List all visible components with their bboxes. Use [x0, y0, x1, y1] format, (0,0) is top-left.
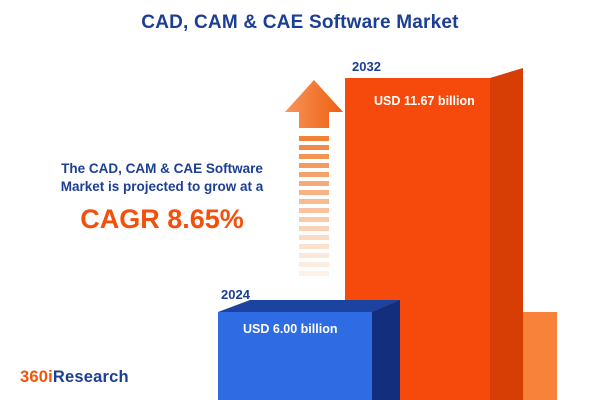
growth-arrow-head-icon: [285, 80, 343, 128]
growth-arrow-tail-stripes: [299, 136, 329, 276]
bar-2024-side: [372, 300, 400, 400]
page-title: CAD, CAM & CAE Software Market: [141, 12, 459, 33]
cagr-value: CAGR 8.65%: [80, 204, 244, 235]
logo: 360iResearch: [20, 368, 129, 387]
label-value-2024: USD 6.00 billion: [243, 322, 338, 336]
label-year-2024: 2024: [221, 287, 250, 302]
bar-2024-front: [218, 312, 372, 400]
logo-suffix: Research: [52, 368, 129, 386]
label-year-2032: 2032: [352, 59, 381, 74]
annotation-line2: Market is projected to grow at a: [60, 179, 264, 195]
logo-prefix: 360i: [20, 368, 53, 386]
bar-2032-side-dark: [490, 68, 523, 400]
annotation-line1: The CAD, CAM & CAE Software: [61, 161, 263, 176]
label-value-2032: USD 11.67 billion: [374, 94, 475, 108]
bar-2024-top: [218, 300, 400, 312]
growth-annotation: The CAD, CAM & CAE Software Market is pr…: [28, 160, 296, 235]
